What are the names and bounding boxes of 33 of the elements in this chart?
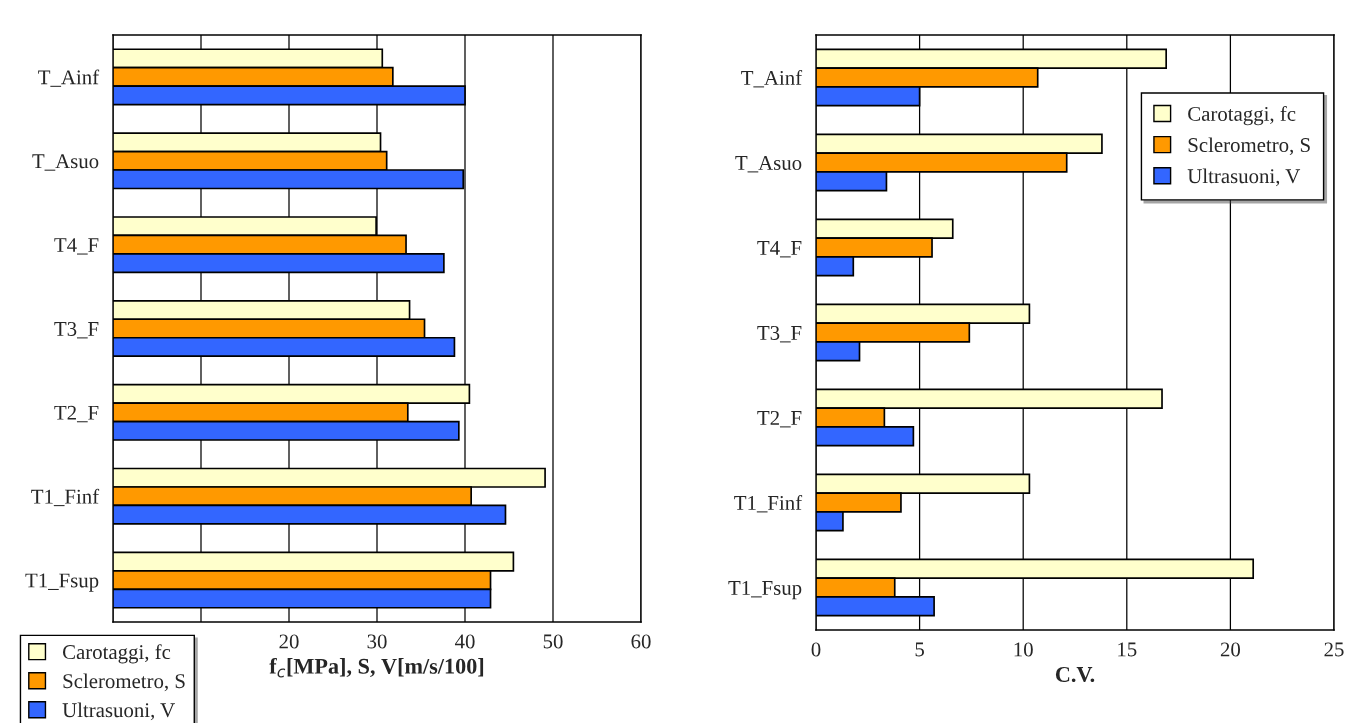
y-tick-label: T_Ainf	[741, 70, 803, 88]
x-tick-label: 60	[631, 634, 651, 649]
x-axis-title: f$_{c}$[MPa], S, V[m/s/100]	[269, 657, 484, 678]
legend-label: Ultrasuoni, V	[1187, 168, 1301, 187]
y-tick-label: T4_F	[54, 238, 99, 255]
x-tick-label: 20	[1220, 642, 1241, 657]
legend-label: Sclerometro, S	[1188, 137, 1310, 156]
x-tick-label: 20	[279, 634, 299, 649]
x-tick-label: 30	[367, 634, 387, 649]
legend-label: Carotaggi, fc	[62, 644, 171, 664]
y-tick-label: T_Asuo	[735, 155, 802, 173]
y-tick-label: T3_F	[757, 325, 802, 343]
y-tick-label: T1_Fsup	[728, 580, 802, 600]
legend-label: Carotaggi, fc	[1188, 106, 1296, 126]
y-tick-label: T2_F	[54, 405, 99, 423]
y-tick-label: T1_Finf	[31, 488, 100, 507]
y-tick-label: T1_Finf	[734, 495, 803, 513]
x-tick-label: 0	[811, 642, 821, 657]
x-tick-label: 15	[1118, 642, 1137, 657]
y-tick-label: T4_F	[757, 241, 802, 258]
y-tick-label: T3_F	[54, 321, 99, 339]
x-axis-title: C.V.	[1055, 666, 1095, 683]
x-tick-label: 5	[915, 642, 924, 657]
y-tick-label: T2_F	[757, 410, 802, 428]
x-tick-label: 25	[1324, 642, 1344, 657]
legend-label: Sclerometro, S	[63, 673, 185, 692]
legend-label: Ultrasuoni, V	[62, 702, 175, 721]
x-tick-label: 50	[543, 634, 563, 649]
y-tick-label: T_Ainf	[38, 69, 100, 87]
y-tick-label: T1_Fsup	[25, 573, 99, 592]
x-tick-label: 40	[454, 634, 475, 649]
y-tick-label: T_Asuo	[32, 154, 99, 171]
x-tick-label: 10	[1014, 642, 1033, 657]
